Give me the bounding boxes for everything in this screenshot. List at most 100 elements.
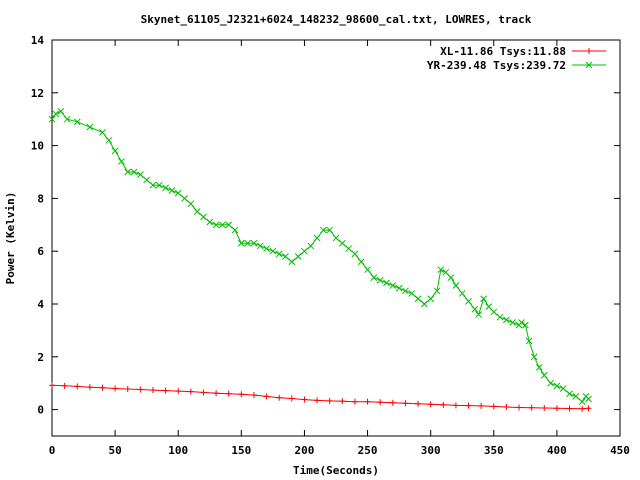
- data-point: [175, 388, 182, 395]
- data-point: [99, 129, 106, 136]
- y-tick-label: 4: [37, 298, 44, 311]
- data-point: [509, 319, 517, 326]
- data-point: [187, 388, 194, 395]
- data-point: [112, 385, 119, 392]
- data-point: [345, 245, 352, 252]
- data-point: [364, 398, 371, 405]
- data-point: [288, 258, 296, 266]
- x-axis: 0 50 100 150 200 250 300 350 400 450: [49, 40, 630, 457]
- data-point: [111, 147, 119, 155]
- data-point: [212, 221, 220, 229]
- data-point: [288, 395, 295, 402]
- x-tick-label: 50: [108, 444, 121, 457]
- data-point: [351, 398, 358, 405]
- y-tick-label: 0: [37, 404, 44, 417]
- data-point: [427, 295, 435, 303]
- data-point: [465, 402, 472, 409]
- data-point: [63, 115, 71, 123]
- data-point: [553, 382, 561, 390]
- data-point: [351, 250, 359, 258]
- data-point: [200, 213, 207, 221]
- data-point: [383, 279, 390, 287]
- data-point: [219, 221, 226, 229]
- data-point: [326, 397, 333, 404]
- data-point: [225, 390, 232, 397]
- data-point: [301, 247, 308, 255]
- data-point: [181, 195, 188, 202]
- data-point: [250, 392, 257, 399]
- y-tick-label: 10: [31, 140, 44, 153]
- data-point: [86, 123, 94, 131]
- data-point: [339, 398, 346, 405]
- data-point: [528, 404, 535, 411]
- data-point: [282, 253, 289, 260]
- data-point: [118, 158, 125, 165]
- y-axis-label: Power (Kelvin): [4, 192, 17, 285]
- x-tick-label: 100: [168, 444, 188, 457]
- x-axis-label: Time(Seconds): [293, 464, 379, 477]
- x-tick-label: 250: [358, 444, 378, 457]
- data-point: [585, 395, 592, 403]
- data-point: [530, 353, 538, 361]
- data-point: [105, 136, 113, 144]
- y-tick-label: 8: [37, 192, 44, 205]
- data-point: [478, 402, 485, 409]
- series-layer: [48, 107, 592, 412]
- data-point: [200, 389, 207, 396]
- legend-label: YR-239.48 Tsys:239.72: [427, 59, 566, 72]
- data-point: [238, 391, 245, 398]
- data-point: [559, 385, 567, 392]
- data-point: [313, 234, 321, 242]
- data-point: [402, 287, 409, 295]
- data-point: [496, 313, 504, 321]
- y-tick-label: 2: [37, 351, 44, 364]
- data-point: [213, 390, 220, 397]
- data-point: [49, 382, 55, 389]
- data-point: [206, 218, 214, 226]
- data-point: [124, 386, 131, 393]
- x-tick-label: 0: [49, 444, 56, 457]
- data-point: [541, 405, 548, 412]
- data-point: [143, 176, 151, 184]
- legend-label: XL-11.86 Tsys:11.88: [440, 45, 566, 58]
- data-point: [579, 405, 586, 412]
- data-point: [149, 181, 157, 189]
- legend-item: XL-11.86 Tsys:11.88: [440, 45, 606, 58]
- data-point: [162, 387, 169, 394]
- data-point: [465, 298, 472, 305]
- x-tick-label: 400: [547, 444, 567, 457]
- data-point: [364, 266, 371, 274]
- legend-item: YR-239.48 Tsys:239.72: [427, 59, 606, 72]
- y-tick-label: 14: [31, 34, 45, 47]
- data-point: [440, 401, 447, 408]
- data-point: [471, 305, 479, 313]
- series-line: [51, 384, 589, 410]
- data-point: [244, 239, 251, 247]
- data-point: [395, 284, 403, 292]
- data-point: [540, 371, 548, 379]
- data-point: [86, 384, 93, 391]
- data-point: [276, 394, 283, 401]
- data-point: [155, 181, 163, 189]
- data-point: [320, 226, 327, 234]
- data-point: [475, 311, 482, 318]
- data-point: [553, 405, 560, 412]
- data-point: [433, 287, 441, 295]
- data-point: [414, 295, 422, 303]
- chart-title: Skynet_61105_J2321+6024_148232_98600_cal…: [141, 13, 532, 26]
- data-point: [402, 400, 409, 407]
- data-point: [578, 398, 586, 406]
- data-point: [237, 239, 245, 247]
- data-point: [485, 303, 493, 310]
- data-point: [490, 403, 497, 410]
- data-point: [174, 189, 182, 197]
- x-tick-label: 150: [231, 444, 251, 457]
- data-point: [124, 168, 132, 176]
- data-point: [447, 274, 455, 281]
- data-point: [377, 399, 384, 406]
- y-axis: 0 2 4 6 8 10 12 14: [31, 34, 620, 417]
- data-point: [332, 234, 340, 242]
- data-point: [314, 397, 321, 404]
